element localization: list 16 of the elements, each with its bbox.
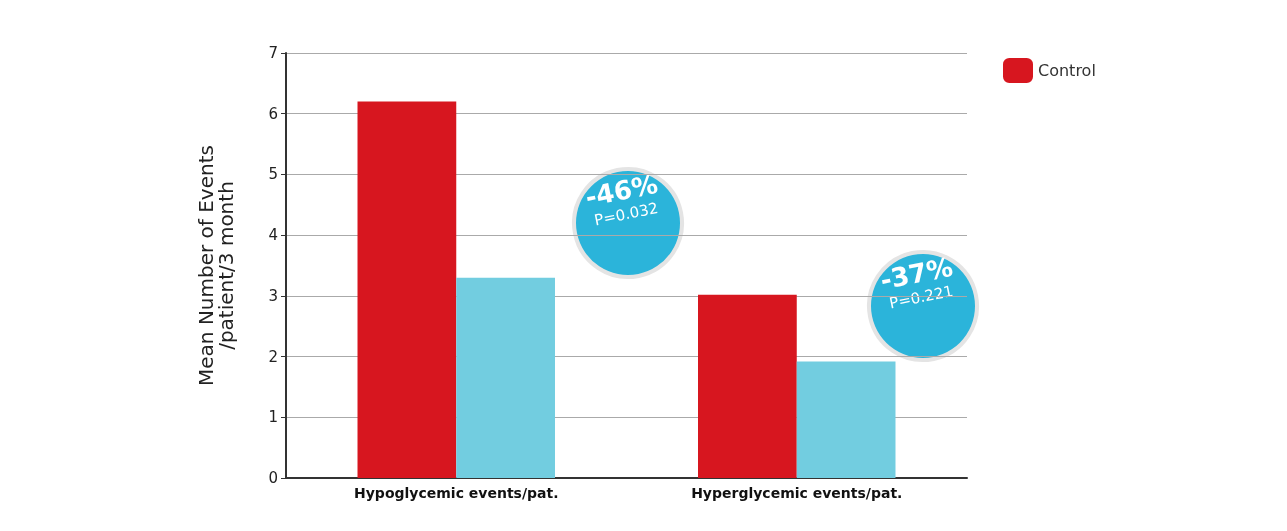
x-tick-label: Hypoglycemic events/pat. <box>354 485 559 501</box>
bar <box>357 101 457 478</box>
y-tick-label: 6 <box>268 104 278 123</box>
y-axis-title: Mean Number of Events /patient/3 month <box>194 145 238 386</box>
legend-label: Control <box>1038 61 1096 80</box>
x-tick-label: Hyperglycemic events/pat. <box>691 485 903 501</box>
bar <box>698 294 797 478</box>
y-tick-label: 5 <box>268 165 278 184</box>
y-tick-label: 0 <box>268 469 278 487</box>
y-tick-label: 7 <box>268 44 278 62</box>
y-tick-label: 2 <box>268 347 278 366</box>
y-tick-label: 3 <box>268 286 278 305</box>
y-tick-label: 4 <box>268 226 278 245</box>
bar <box>456 277 555 478</box>
y-tick-label: 1 <box>268 408 278 427</box>
bar <box>796 361 896 478</box>
